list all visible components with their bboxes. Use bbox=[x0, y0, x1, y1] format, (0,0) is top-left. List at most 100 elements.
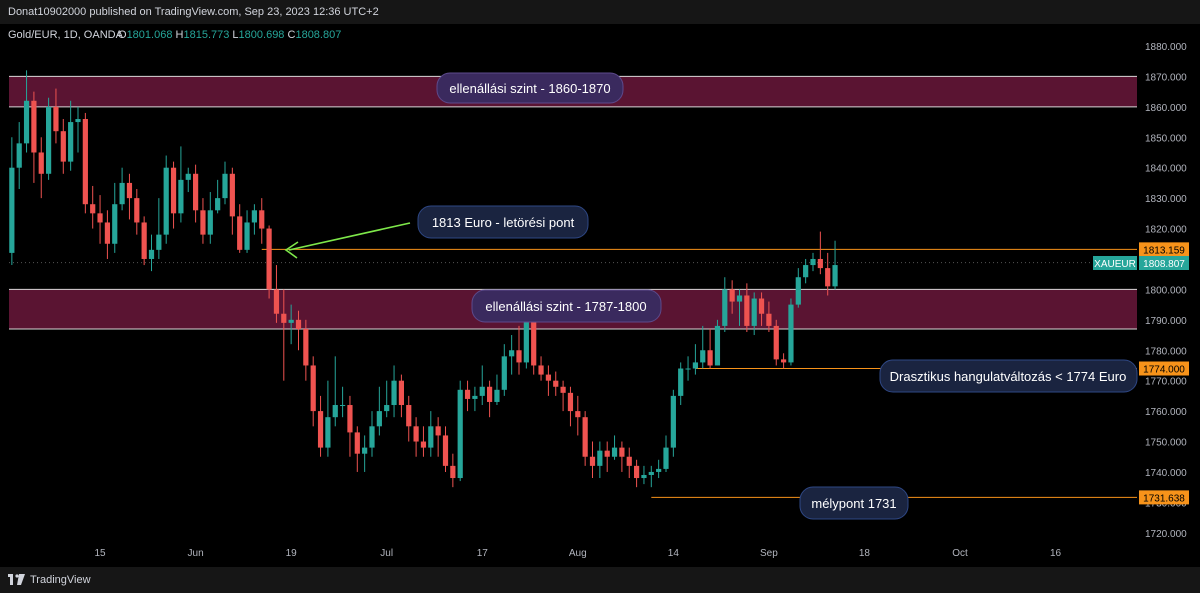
y-tick-label: 1850.000 bbox=[1145, 133, 1187, 144]
brand-name: TradingView bbox=[30, 574, 91, 586]
candle-body bbox=[200, 210, 206, 235]
y-tick-label: 1780.000 bbox=[1145, 346, 1187, 357]
candle-body bbox=[215, 198, 221, 211]
candle-body bbox=[340, 405, 346, 407]
candle-body bbox=[626, 456, 632, 466]
candle-body bbox=[38, 152, 44, 174]
svg-text:ellenállási szint - 1860-1870: ellenállási szint - 1860-1870 bbox=[449, 81, 610, 96]
breakout-note[interactable]: 1813 Euro - letörési pont bbox=[417, 205, 589, 239]
candle-body bbox=[178, 179, 184, 214]
candle-body bbox=[362, 447, 368, 454]
candle-body bbox=[722, 289, 728, 326]
x-tick-label: Oct bbox=[952, 548, 968, 559]
candle-body bbox=[788, 304, 794, 363]
candle-body bbox=[23, 100, 30, 144]
sentiment-note[interactable]: Drasztikus hangulatváltozás < 1774 Euro bbox=[879, 359, 1138, 393]
y-tick-label: 1720.000 bbox=[1145, 529, 1187, 540]
x-tick-label: Jun bbox=[188, 548, 204, 559]
close-label: C bbox=[288, 29, 296, 41]
breakout-arrowhead bbox=[284, 241, 299, 259]
level-price-tag bbox=[1139, 242, 1189, 257]
candle-body bbox=[53, 106, 59, 132]
low-value: 1800.698 bbox=[239, 29, 285, 41]
level-price-label: 1813.159 bbox=[1143, 245, 1185, 256]
candle-body bbox=[597, 450, 603, 466]
candle-body bbox=[758, 298, 765, 314]
candle-body bbox=[288, 319, 294, 323]
candle-body bbox=[736, 295, 743, 302]
svg-text:mélypont 1731: mélypont 1731 bbox=[811, 496, 896, 511]
candle-body bbox=[435, 426, 441, 436]
candle-body bbox=[112, 204, 118, 244]
candle-body bbox=[60, 131, 66, 162]
candle-body bbox=[332, 405, 338, 418]
candle-body bbox=[170, 167, 177, 214]
candle-body bbox=[531, 319, 537, 366]
x-tick-label: Jul bbox=[380, 548, 393, 559]
zone-top-note[interactable]: ellenállási szint - 1860-1870 bbox=[436, 72, 624, 104]
level-price-label: 1731.638 bbox=[1143, 493, 1185, 504]
candle-body bbox=[619, 447, 625, 457]
price-chart[interactable]: 1720.0001730.0001740.0001750.0001760.000… bbox=[0, 24, 1200, 567]
candle-body bbox=[413, 426, 419, 442]
candle-body bbox=[575, 411, 581, 418]
level-price-tag bbox=[1139, 361, 1189, 376]
candle-body bbox=[751, 298, 757, 326]
candle-body bbox=[516, 350, 522, 363]
candle-body bbox=[119, 182, 125, 205]
zone-mid-note[interactable]: ellenállási szint - 1787-1800 bbox=[471, 289, 662, 323]
candle-body bbox=[611, 447, 618, 457]
level-price-tag bbox=[1139, 490, 1189, 505]
y-tick-label: 1870.000 bbox=[1145, 72, 1187, 83]
candle-body bbox=[832, 265, 838, 287]
breakout-arrow bbox=[288, 222, 411, 251]
candle-body bbox=[244, 222, 250, 250]
candle-body bbox=[663, 447, 669, 469]
candle-body bbox=[251, 210, 257, 223]
candle-body bbox=[692, 362, 698, 369]
candle-body bbox=[817, 258, 823, 269]
high-label: H bbox=[176, 29, 184, 41]
candle-body bbox=[376, 411, 382, 427]
candle-body bbox=[295, 319, 302, 329]
candle-body bbox=[509, 350, 515, 357]
candle-body bbox=[538, 365, 544, 375]
y-tick-label: 1840.000 bbox=[1145, 164, 1187, 175]
publish-header: Donat10902000 published on TradingView.c… bbox=[0, 0, 1200, 24]
y-tick-label: 1880.000 bbox=[1145, 42, 1187, 53]
candle-body bbox=[678, 368, 684, 396]
x-tick-label: Aug bbox=[569, 548, 587, 559]
candle-body bbox=[442, 435, 449, 466]
candle-body bbox=[795, 277, 801, 305]
tradingview-logo-icon bbox=[8, 574, 25, 585]
candle-body bbox=[560, 386, 566, 393]
candle-body bbox=[207, 210, 213, 235]
svg-text:1813 Euro - letörési pont: 1813 Euro - letörési pont bbox=[432, 215, 575, 230]
candle-body bbox=[229, 173, 235, 217]
candle-body bbox=[634, 465, 640, 479]
candle-body bbox=[369, 426, 375, 448]
candle-body bbox=[641, 474, 647, 479]
candle-body bbox=[766, 313, 772, 326]
candle-body bbox=[97, 213, 103, 223]
level-price-label: 1774.000 bbox=[1143, 365, 1185, 376]
svg-text:XAUEUR: XAUEUR bbox=[1094, 259, 1136, 270]
candle-body bbox=[648, 471, 654, 475]
candles-layer bbox=[9, 70, 838, 488]
candle-body bbox=[75, 119, 81, 123]
low-note[interactable]: mélypont 1731 bbox=[799, 486, 909, 520]
x-tick-label: 18 bbox=[859, 548, 871, 559]
y-tick-label: 1760.000 bbox=[1145, 407, 1187, 418]
published-text: Donat10902000 published on TradingView.c… bbox=[8, 6, 379, 18]
candle-body bbox=[9, 167, 15, 253]
svg-text:ellenállási szint - 1787-1800: ellenállási szint - 1787-1800 bbox=[485, 299, 646, 314]
candle-body bbox=[266, 228, 272, 290]
candle-body bbox=[237, 216, 243, 250]
candle-body bbox=[501, 356, 507, 390]
open-value: 1801.068 bbox=[127, 29, 173, 41]
candle-body bbox=[656, 468, 662, 472]
candle-body bbox=[156, 234, 162, 250]
y-tick-label: 1770.000 bbox=[1145, 377, 1187, 388]
x-tick-label: 17 bbox=[477, 548, 489, 559]
candle-body bbox=[185, 173, 191, 180]
